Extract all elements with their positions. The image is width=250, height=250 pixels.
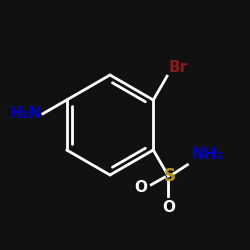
Text: H₂N: H₂N xyxy=(10,106,42,121)
Text: S: S xyxy=(164,167,175,185)
Text: NH₂: NH₂ xyxy=(191,147,223,162)
Text: Br: Br xyxy=(168,60,188,76)
Text: O: O xyxy=(134,180,147,195)
Text: O: O xyxy=(162,200,175,215)
